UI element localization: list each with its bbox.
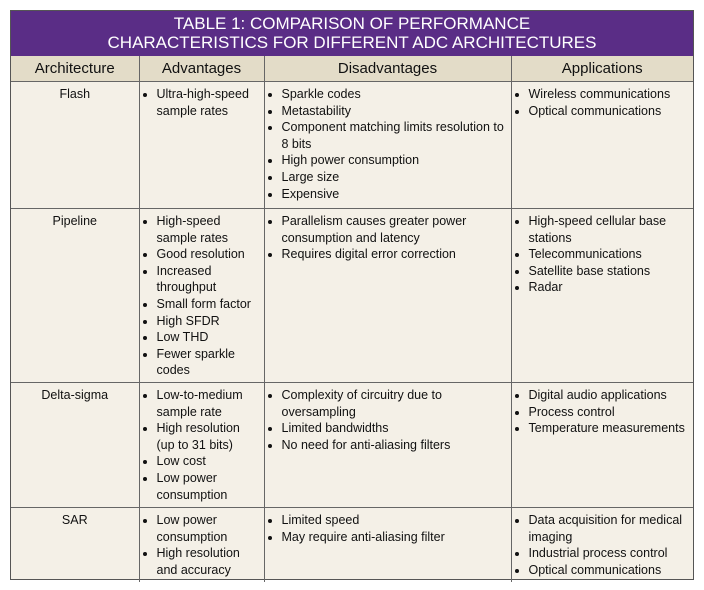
bullet-list: Digital audio applicationsProcess contro… <box>516 387 690 437</box>
bullet-list: Complexity of circuitry due to oversampl… <box>269 387 507 453</box>
disadvantages-cell: Complexity of circuitry due to oversampl… <box>263 382 512 508</box>
bullet-list: Sparkle codesMetastabilityComponent matc… <box>269 86 507 202</box>
title-line: CHARACTERISTICS FOR DIFFERENT ADC ARCHIT… <box>107 33 597 52</box>
bullet-item: Wireless communications <box>529 86 690 103</box>
bullet-item: High resolution (up to 31 bits) <box>157 420 260 453</box>
bullet-item: Small form factor <box>157 296 260 313</box>
bullet-list: High-speed cellular base stationsTelecom… <box>516 213 690 296</box>
advantages-cell: Low power consumptionHigh resolution and… <box>138 507 265 582</box>
bullet-list: Limited speedMay require anti-aliasing f… <box>269 512 507 545</box>
bullet-item: Expensive <box>282 186 507 203</box>
column-header: Disadvantages <box>263 56 512 82</box>
bullet-item: High-speed sample rates <box>157 213 260 246</box>
architecture-cell: SAR <box>11 507 140 582</box>
bullet-item: Limited speed <box>282 512 507 529</box>
bullet-item: High-speed cellular base stations <box>529 213 690 246</box>
bullet-list: Wireless communicationsOptical communica… <box>516 86 690 119</box>
bullet-item: Low power consumption <box>157 512 260 545</box>
bullet-item: Limited bandwidths <box>282 420 507 437</box>
bullet-item: Radar <box>529 279 690 296</box>
bullet-item: Telecommunications <box>529 246 690 263</box>
bullet-list: Ultra-high-speed sample rates <box>144 86 260 119</box>
disadvantages-cell: Sparkle codesMetastabilityComponent matc… <box>263 81 512 209</box>
bullet-list: Data acquisition for medical imagingIndu… <box>516 512 690 578</box>
bullet-item: Low THD <box>157 329 260 346</box>
bullet-list: Parallelism causes greater power consump… <box>269 213 507 263</box>
bullet-item: Large size <box>282 169 507 186</box>
bullet-item: Optical communications <box>529 103 690 120</box>
architecture-cell: Flash <box>11 81 140 209</box>
bullet-item: Low cost <box>157 453 260 470</box>
bullet-item: High SFDR <box>157 313 260 330</box>
bullet-list: High-speed sample ratesGood resolutionIn… <box>144 213 260 379</box>
bullet-item: Increased throughput <box>157 263 260 296</box>
table-row: Flash Ultra-high-speed sample rates Sparkl… <box>11 81 693 209</box>
bullet-item: No need for anti-aliasing filters <box>282 437 507 454</box>
bullet-item: High resolution and accuracy <box>157 545 260 578</box>
applications-cell: Data acquisition for medical imagingIndu… <box>510 507 693 582</box>
column-header: Architecture <box>11 56 140 82</box>
bullet-item: Complexity of circuitry due to oversampl… <box>282 387 507 420</box>
bullet-item: Industrial process control <box>529 545 690 562</box>
table-card: TABLE 1: COMPARISON OF PERFORMANCE CHARA… <box>10 10 694 582</box>
advantages-cell: Low-to-medium sample rateHigh resolution… <box>138 382 265 508</box>
bullet-item: Low-to-medium sample rate <box>157 387 260 420</box>
advantages-cell: High-speed sample ratesGood resolutionIn… <box>138 208 265 383</box>
table-body: Flash Ultra-high-speed sample rates Sparkl… <box>11 81 693 582</box>
bullet-item: Temperature measurements <box>529 420 690 437</box>
bullet-item: Metastability <box>282 103 507 120</box>
table-row: SARLow power consumptionHigh resolution … <box>11 507 693 582</box>
bullet-list: Low-to-medium sample rateHigh resolution… <box>144 387 260 503</box>
bullet-item: Optical communications <box>529 562 690 579</box>
table-row: Delta-sigmaLow-to-medium sample rateHigh… <box>11 382 693 508</box>
architecture-cell: Pipeline <box>11 208 140 383</box>
bullet-list: Low power consumptionHigh resolution and… <box>144 512 260 578</box>
title-line: TABLE 1: COMPARISON OF PERFORMANCE <box>173 14 531 33</box>
header-row: Architecture Advantages Disadvantages Appli… <box>11 56 693 82</box>
bullet-item: Digital audio applications <box>529 387 690 404</box>
bullet-item: High power consumption <box>282 152 507 169</box>
bullet-item: Sparkle codes <box>282 86 507 103</box>
bullet-item: May require anti-aliasing filter <box>282 529 507 546</box>
bullet-item: Low power consumption <box>157 470 260 503</box>
applications-cell: High-speed cellular base stationsTelecom… <box>510 208 693 383</box>
architecture-cell: Delta-sigma <box>11 382 140 508</box>
bullet-item: Process control <box>529 404 690 421</box>
table-row: PipelineHigh-speed sample ratesGood reso… <box>11 208 693 383</box>
bullet-item: Component matching limits resolution to … <box>282 119 507 152</box>
column-header: Advantages <box>138 56 265 82</box>
bullet-item: Fewer sparkle codes <box>157 346 260 379</box>
disadvantages-cell: Limited speedMay require anti-aliasing f… <box>263 507 512 582</box>
disadvantages-cell: Parallelism causes greater power consump… <box>263 208 512 383</box>
bullet-item: Data acquisition for medical imaging <box>529 512 690 545</box>
column-header: Applications <box>510 56 693 82</box>
comparison-table: Architecture Advantages Disadvantages Appli… <box>11 56 693 582</box>
bullet-item: Requires digital error correction <box>282 246 507 263</box>
bullet-item: Parallelism causes greater power consump… <box>282 213 507 246</box>
applications-cell: Wireless communicationsOptical communica… <box>510 81 693 209</box>
bullet-item: Good resolution <box>157 246 260 263</box>
title-bar: TABLE 1: COMPARISON OF PERFORMANCE CHARA… <box>11 11 693 56</box>
applications-cell: Digital audio applicationsProcess contro… <box>510 382 693 508</box>
bullet-item: Ultra-high-speed sample rates <box>157 86 260 119</box>
advantages-cell: Ultra-high-speed sample rates <box>138 81 265 209</box>
bullet-item: Satellite base stations <box>529 263 690 280</box>
